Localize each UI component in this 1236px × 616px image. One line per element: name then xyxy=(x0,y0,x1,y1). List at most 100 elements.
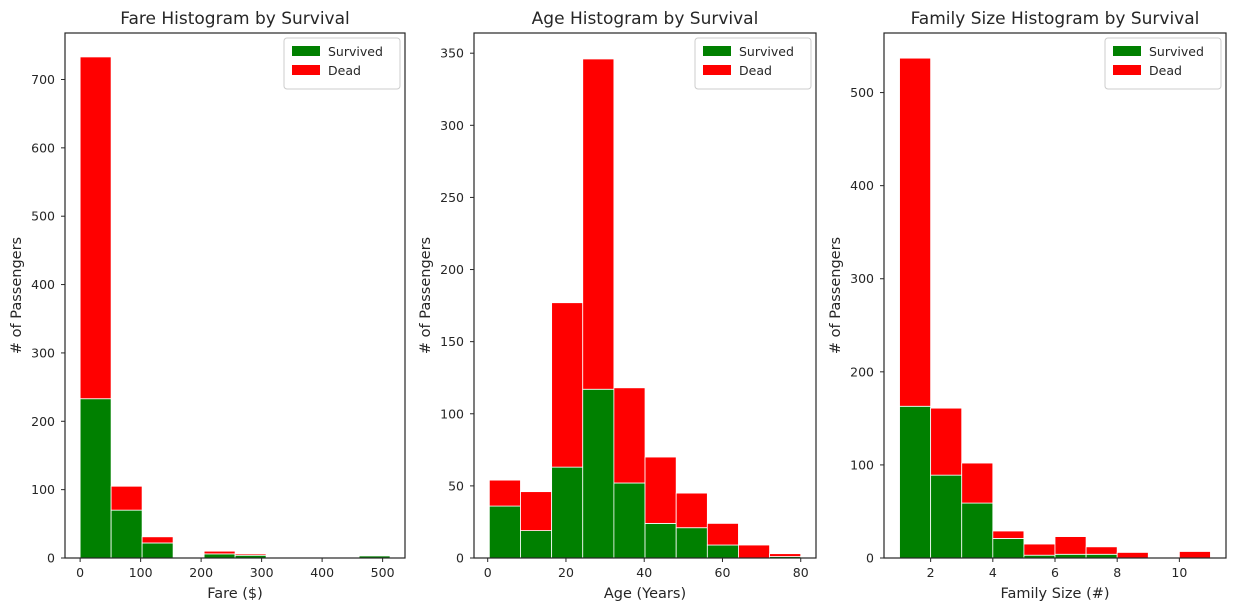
y-tick-label: 100 xyxy=(850,457,874,472)
legend: Survived Dead xyxy=(1104,37,1222,90)
x-axis-label: Age (Years) xyxy=(604,586,686,602)
bar-survived xyxy=(203,553,236,559)
x-tick-label: 4 xyxy=(989,565,997,580)
bar-dead xyxy=(675,492,708,529)
bar-survived xyxy=(961,502,994,559)
bar-dead xyxy=(520,491,553,531)
y-tick-label: 500 xyxy=(850,85,874,100)
legend: Survived Dead xyxy=(694,37,812,90)
bar-dead xyxy=(613,387,646,484)
bar-survived xyxy=(520,530,553,559)
bar-dead xyxy=(582,58,615,390)
x-tick-label: 300 xyxy=(250,565,274,580)
x-tick-label: 40 xyxy=(636,565,652,580)
bar-survived xyxy=(551,466,584,559)
legend-swatch-survived xyxy=(292,46,320,56)
y-tick-label: 0 xyxy=(866,551,874,566)
y-tick-label: 300 xyxy=(31,345,55,360)
x-tick-label: 60 xyxy=(715,565,731,580)
bar-dead xyxy=(1085,546,1118,555)
y-tick-label: 350 xyxy=(440,46,464,61)
x-tick-label: 8 xyxy=(1113,565,1121,580)
chart-title: Age Histogram by Survival xyxy=(532,9,759,29)
bar-dead xyxy=(234,553,267,556)
x-tick-label: 2 xyxy=(927,565,935,580)
plot-frame xyxy=(473,32,817,559)
y-tick-label: 300 xyxy=(440,118,464,133)
bar-dead xyxy=(1178,551,1211,559)
y-tick-label: 300 xyxy=(850,271,874,286)
y-axis-label: # of Passengers xyxy=(9,237,25,354)
plot-frame xyxy=(64,32,406,559)
bar-dead xyxy=(899,57,932,407)
legend-label-survived: Survived xyxy=(1149,44,1204,59)
bar-survived xyxy=(675,527,708,559)
legend-label-dead: Dead xyxy=(328,63,361,78)
chart-title: Fare Histogram by Survival xyxy=(120,9,350,29)
x-tick-label: 6 xyxy=(1051,565,1059,580)
bar-survived xyxy=(706,544,739,559)
x-tick-label: 80 xyxy=(793,565,809,580)
x-tick-label: 0 xyxy=(484,565,492,580)
bar-survived xyxy=(582,388,615,559)
legend-label-dead: Dead xyxy=(1149,63,1182,78)
legend: Survived Dead xyxy=(283,37,401,90)
chart-panel-2: 0 20 40 60 80 0 50 100 150 200 250 300 350 Age Histog… xyxy=(418,9,817,602)
y-axis-label: # of Passengers xyxy=(418,237,434,354)
bar-survived xyxy=(613,482,646,559)
legend-label-survived: Survived xyxy=(739,44,794,59)
y-tick-label: 500 xyxy=(31,209,55,224)
y-axis-label: # of Passengers xyxy=(828,237,844,354)
x-tick-label: 20 xyxy=(558,565,574,580)
bar-dead xyxy=(1116,552,1149,559)
x-tick-label: 500 xyxy=(371,565,395,580)
y-tick-label: 50 xyxy=(448,478,464,493)
bar-survived xyxy=(930,474,963,559)
y-tick-label: 700 xyxy=(31,72,55,87)
bar-survived xyxy=(992,538,1025,559)
x-tick-label: 100 xyxy=(129,565,153,580)
legend-label-survived: Survived xyxy=(328,44,383,59)
bar-survived xyxy=(141,542,174,559)
y-tick-label: 400 xyxy=(31,277,55,292)
bar-dead xyxy=(644,456,677,524)
x-axis-label: Fare ($) xyxy=(207,586,263,602)
bar-survived xyxy=(110,509,143,559)
chart-panel-1: 0 100 200 300 400 500 0 100 200 300 400 500 600 700 Fa… xyxy=(9,9,406,602)
bar-dead xyxy=(488,479,521,507)
y-tick-label: 100 xyxy=(31,482,55,497)
x-tick-label: 200 xyxy=(189,565,213,580)
bar-dead xyxy=(141,536,174,544)
legend-swatch-survived xyxy=(703,46,731,56)
legend-swatch-dead xyxy=(292,65,320,75)
y-tick-label: 150 xyxy=(440,334,464,349)
x-axis-label: Family Size (#) xyxy=(1000,586,1109,602)
bar-dead xyxy=(769,553,802,557)
legend-swatch-dead xyxy=(703,65,731,75)
y-tick-label: 0 xyxy=(456,551,464,566)
x-tick-label: 0 xyxy=(76,565,84,580)
x-tick-label: 10 xyxy=(1171,565,1187,580)
y-tick-label: 200 xyxy=(440,262,464,277)
bar-dead xyxy=(1023,543,1056,556)
bar-dead xyxy=(110,485,143,511)
legend-swatch-survived xyxy=(1113,46,1141,56)
bar-dead xyxy=(930,407,963,476)
bar-survived xyxy=(488,505,521,559)
bar-dead xyxy=(79,56,112,400)
y-tick-label: 200 xyxy=(850,364,874,379)
bar-dead xyxy=(992,530,1025,539)
x-tick-label: 400 xyxy=(310,565,334,580)
legend-label-dead: Dead xyxy=(739,63,772,78)
legend-swatch-dead xyxy=(1113,65,1141,75)
bar-dead xyxy=(1054,536,1087,555)
bar-survived xyxy=(79,398,112,559)
chart-title: Family Size Histogram by Survival xyxy=(911,9,1200,29)
y-tick-label: 200 xyxy=(31,414,55,429)
y-tick-label: 100 xyxy=(440,406,464,421)
bar-dead xyxy=(706,522,739,546)
bar-survived xyxy=(899,405,932,559)
